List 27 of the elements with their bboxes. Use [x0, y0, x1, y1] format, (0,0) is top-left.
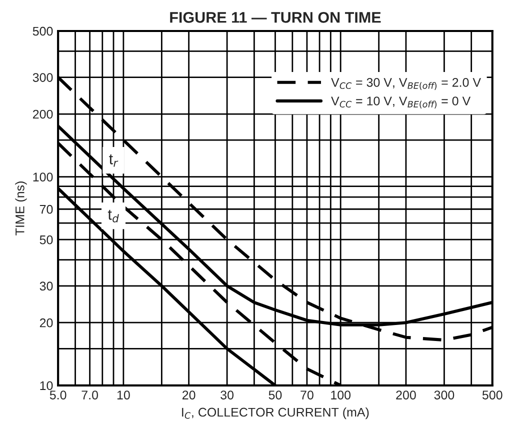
x-tick-label: 300 — [434, 390, 454, 400]
y-tick-label: 10 — [40, 381, 53, 390]
legend-label: V$_{CC}$ = 30 V, V$_{BE(off)}$ = 2.0 V — [331, 78, 481, 90]
y-axis-title: TIME (ns) — [15, 182, 27, 236]
annotation: t$_{r}$ — [109, 154, 118, 167]
x-tick-label: 10 — [117, 390, 130, 400]
y-tick-label: 300 — [32, 73, 53, 82]
y-tick-label: 100 — [33, 172, 53, 182]
x-tick-label: 5.0 — [50, 390, 66, 400]
x-tick-label: 100 — [331, 390, 351, 400]
y-tick-label: 20 — [40, 318, 53, 328]
annotation: t$_{d}$ — [108, 210, 119, 222]
x-tick-label: 500 — [482, 390, 502, 400]
x-tick-label: 50 — [268, 390, 282, 400]
x-tick-label: 200 — [396, 390, 416, 400]
x-tick-label: 20 — [182, 390, 196, 400]
y-tick-label: 50 — [40, 235, 53, 244]
y-tick-label: 30 — [40, 282, 53, 291]
y-tick-label: 500 — [32, 26, 53, 36]
x-tick-label: 7.0 — [82, 390, 98, 400]
legend-label: V$_{CC}$ = 10 V, V$_{BE(off)}$ = 0 V — [331, 96, 471, 108]
y-tick-label: 70 — [40, 204, 53, 214]
y-tick-label: 200 — [32, 110, 53, 119]
chart-title: FIGURE 11 — TURN ON TIME — [170, 12, 381, 23]
x-tick-label: 70 — [300, 390, 314, 400]
x-tick-label: 30 — [220, 390, 234, 400]
x-axis-title: I$_{C}$, COLLECTOR CURRENT (mA) — [182, 407, 369, 420]
